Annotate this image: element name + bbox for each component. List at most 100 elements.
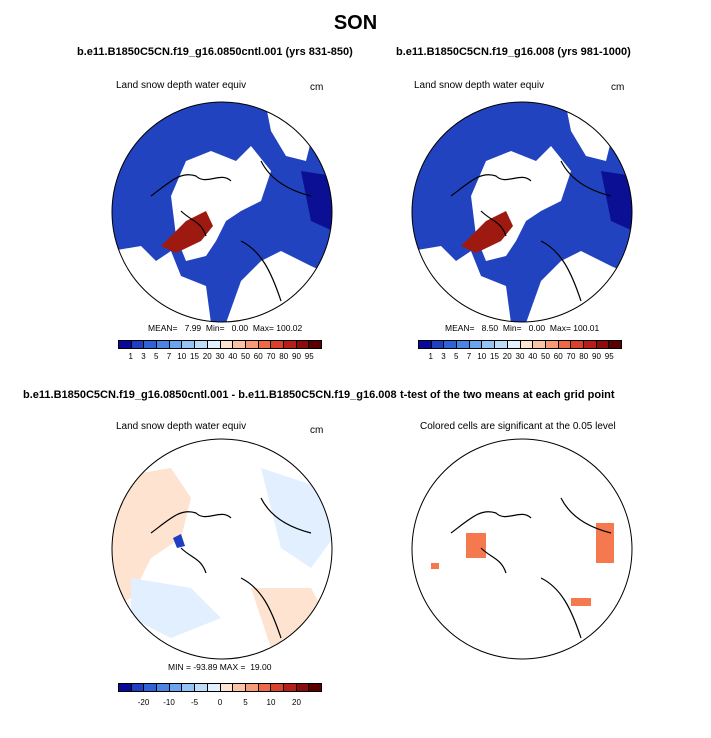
colorbar2-swatch-2 — [444, 341, 458, 348]
colorbar3-swatch-6 — [195, 684, 208, 691]
colorbar1-tick-label: 5 — [154, 352, 159, 361]
colorbar2-tick-label: 10 — [477, 352, 487, 361]
colorbar1-swatch-14 — [296, 341, 310, 348]
colorbar2-swatch-8 — [520, 341, 534, 348]
map2-deep-snow-east — [601, 171, 632, 231]
panel1-colorbar-labels: 1 3 5 7 10 15 20 30 40 50 60 70 80 90 95 — [118, 352, 322, 364]
colorbar1-tick-label: 95 — [304, 352, 314, 361]
colorbar3-swatch-5 — [182, 684, 196, 691]
colorbar1-swatch-12 — [271, 341, 284, 348]
panel2-colorbar — [418, 340, 622, 349]
colorbar1-swatch-6 — [195, 341, 208, 348]
colorbar2-tick-label: 7 — [466, 352, 472, 361]
panel4-polar-map — [411, 438, 633, 660]
map4-coastlines — [450, 497, 612, 639]
colorbar3-swatch-13 — [283, 684, 297, 691]
colorbar1-swatch-15 — [309, 341, 321, 348]
colorbar1-tick-label: 50 — [241, 352, 250, 361]
colorbar3-tick-label: 20 — [292, 698, 301, 707]
colorbar1-tick-label: 15 — [190, 352, 199, 361]
colorbar3-swatch-11 — [258, 684, 272, 691]
map4-border — [411, 438, 633, 660]
panel4-variable: Colored cells are significant at the 0.0… — [420, 421, 616, 432]
colorbar2-tick-label: 15 — [490, 352, 499, 361]
colorbar2-tick-label: 50 — [541, 352, 550, 361]
colorbar2-swatch-15 — [609, 341, 621, 348]
colorbar3-swatch-12 — [271, 684, 284, 691]
colorbar2-swatch-10 — [545, 341, 559, 348]
colorbar1-tick-label: 80 — [279, 352, 289, 361]
figure-title: SON — [333, 12, 378, 34]
colorbar3-swatch-10 — [245, 684, 259, 691]
panel3-stats: MIN = -93.89 MAX = 19.00 — [168, 662, 272, 672]
colorbar3-swatch-14 — [296, 684, 310, 691]
colorbar3-swatch-8 — [220, 684, 234, 691]
colorbar1-tick-label: 7 — [166, 352, 172, 361]
colorbar3-swatch-9 — [233, 684, 246, 691]
colorbar1-tick-label: 1 — [128, 352, 133, 361]
colorbar2-swatch-9 — [533, 341, 546, 348]
colorbar2-swatch-6 — [495, 341, 508, 348]
colorbar1-swatch-11 — [258, 341, 272, 348]
map3-greenland-change — [173, 534, 185, 548]
panel1-variable: Land snow depth water equiv — [116, 80, 247, 91]
colorbar2-tick-label: 95 — [604, 352, 614, 361]
panel3-polar-map — [111, 438, 333, 660]
map3-coastlines — [150, 497, 312, 639]
colorbar1-tick-label: 90 — [292, 352, 301, 361]
colorbar1-tick-label: 30 — [215, 352, 225, 361]
colorbar1-tick-label: 40 — [228, 352, 238, 361]
map4-background — [412, 439, 632, 659]
colorbar3-tick-label: -5 — [190, 698, 199, 707]
colorbar2-tick-label: 30 — [515, 352, 525, 361]
map3-negative-east — [261, 468, 332, 568]
colorbar3-tick-label: 10 — [266, 698, 276, 707]
colorbar1-swatch-1 — [131, 341, 145, 348]
map3-border — [111, 438, 333, 660]
colorbar1-swatch-3 — [157, 341, 170, 348]
colorbar1-tick-label: 60 — [253, 352, 263, 361]
panel2-polar-map — [411, 101, 633, 323]
colorbar1-tick-label: 70 — [266, 352, 276, 361]
colorbar2-swatch-4 — [469, 341, 483, 348]
panel3-units: cm — [310, 425, 324, 436]
map2-coastlines — [450, 160, 612, 302]
panel3-variable: Land snow depth water equiv — [116, 421, 247, 432]
map1-border — [111, 101, 333, 323]
colorbar1-swatch-8 — [220, 341, 234, 348]
panel4-title: t-test of the two means at each grid poi… — [400, 389, 615, 401]
panel3-colorbar — [118, 683, 322, 692]
colorbar1-swatch-4 — [169, 341, 183, 348]
panel2-units: cm — [611, 82, 625, 93]
colorbar2-tick-label: 70 — [566, 352, 576, 361]
map4-significant-cells-greenland — [466, 533, 486, 558]
colorbar1-swatch-5 — [182, 341, 196, 348]
map1-deep-snow-east — [301, 171, 332, 231]
panel1-stats: MEAN= 7.99 Min= 0.00 Max= 100.02 — [148, 323, 303, 333]
colorbar2-swatch-14 — [596, 341, 610, 348]
panel2-title: b.e11.B1850C5CN.f19_g16.008 (yrs 981-100… — [396, 46, 631, 58]
panel1-title: b.e11.B1850C5CN.f19_g16.0850cntl.001 (yr… — [77, 46, 353, 58]
colorbar3-swatch-7 — [207, 684, 221, 691]
colorbar2-tick-label: 40 — [528, 352, 538, 361]
colorbar2-swatch-0 — [419, 341, 432, 348]
colorbar2-tick-label: 20 — [502, 352, 512, 361]
colorbar2-swatch-3 — [457, 341, 470, 348]
colorbar2-tick-label: 90 — [592, 352, 601, 361]
map1-greenland — [161, 211, 213, 253]
map1-coastlines — [150, 160, 312, 302]
colorbar2-swatch-11 — [558, 341, 572, 348]
colorbar1-swatch-7 — [207, 341, 221, 348]
map2-border — [411, 101, 633, 323]
panel2-stats: MEAN= 8.50 Min= 0.00 Max= 100.01 — [445, 323, 600, 333]
colorbar2-tick-label: 3 — [441, 352, 446, 361]
colorbar3-swatch-4 — [169, 684, 183, 691]
colorbar1-swatch-9 — [233, 341, 246, 348]
colorbar2-swatch-5 — [482, 341, 496, 348]
panel2-colorbar-labels: 1 3 5 7 10 15 20 30 40 50 60 70 80 90 95 — [418, 352, 622, 364]
colorbar2-swatch-13 — [583, 341, 597, 348]
colorbar3-tick-label: 5 — [243, 698, 248, 707]
map4-significant-cells-south — [571, 598, 591, 606]
colorbar3-swatch-0 — [119, 684, 132, 691]
panel2-variable: Land snow depth water equiv — [414, 80, 545, 91]
